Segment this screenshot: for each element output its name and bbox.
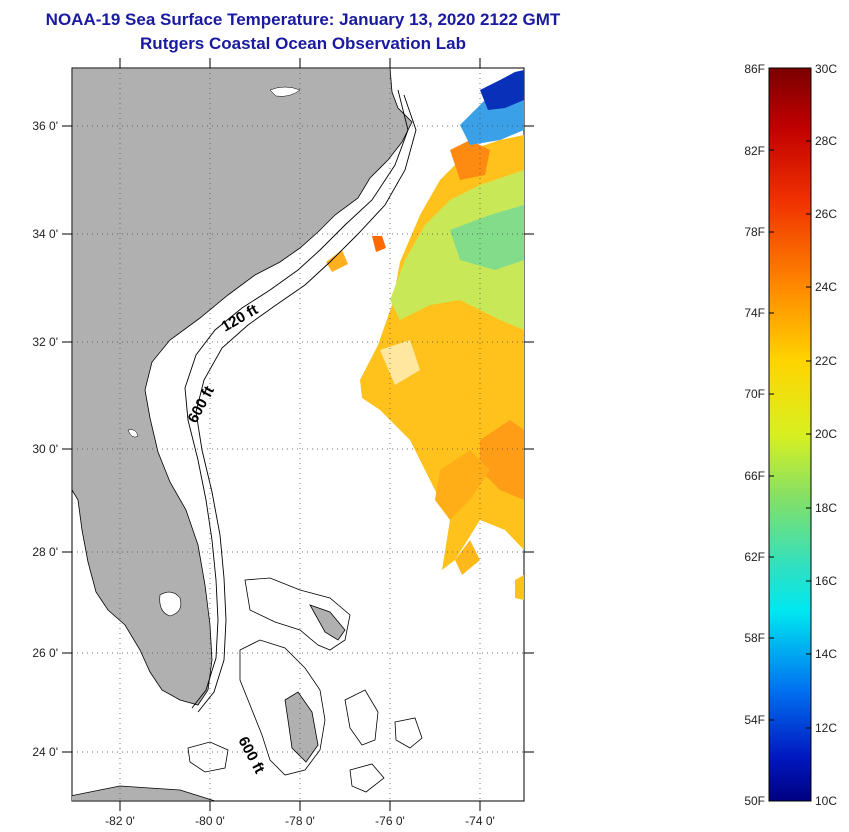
- colorbar-c-label: 30C: [815, 62, 837, 76]
- colorbar-celsius-labels: 30C 28C 26C 24C 22C 20C 18C 16C 14C 12C …: [815, 62, 837, 808]
- colorbar-c-label: 14C: [815, 647, 837, 661]
- map-title: NOAA-19 Sea Surface Temperature: January…: [45, 10, 561, 29]
- colorbar-c-label: 20C: [815, 427, 837, 441]
- colorbar-c-label: 26C: [815, 207, 837, 221]
- colorbar-f-label: 78F: [744, 225, 765, 239]
- graticule: [72, 68, 524, 801]
- lat-label: 32 0': [32, 335, 58, 349]
- colorbar: [768, 67, 812, 802]
- colorbar-f-label: 86F: [744, 62, 765, 76]
- colorbar-f-label: 62F: [744, 550, 765, 564]
- lon-label: -76 0': [375, 814, 405, 828]
- colorbar-f-label: 66F: [744, 469, 765, 483]
- lon-label: -80 0': [195, 814, 225, 828]
- lon-label: -74 0': [465, 814, 495, 828]
- latitude-labels: 36 0' 34 0' 32 0' 30 0' 28 0' 26 0' 24 0…: [32, 119, 58, 759]
- colorbar-f-label: 70F: [744, 387, 765, 401]
- bahamas-islands: [72, 577, 423, 801]
- colorbar-f-label: 74F: [744, 306, 765, 320]
- map-subtitle: Rutgers Coastal Ocean Observation Lab: [140, 34, 466, 53]
- lat-label: 24 0': [32, 745, 58, 759]
- lat-label: 26 0': [32, 646, 58, 660]
- colorbar-c-label: 28C: [815, 134, 837, 148]
- bathymetry-contours: [184, 89, 417, 713]
- lat-label: 30 0': [32, 442, 58, 456]
- colorbar-fahrenheit-labels: 86F 82F 78F 74F 70F 66F 62F 58F 54F 50F: [744, 62, 765, 808]
- mainland-landmass: [72, 68, 413, 706]
- lon-label: -82 0': [105, 814, 135, 828]
- lat-label: 34 0': [32, 227, 58, 241]
- colorbar-f-label: 50F: [744, 794, 765, 808]
- axis-ticks: [62, 58, 534, 811]
- colorbar-c-label: 10C: [815, 794, 837, 808]
- colorbar-f-label: 54F: [744, 713, 765, 727]
- lake-okeechobee: [159, 591, 182, 617]
- lat-label: 36 0': [32, 119, 58, 133]
- colorbar-c-label: 16C: [815, 574, 837, 588]
- lon-label: -78 0': [285, 814, 315, 828]
- colorbar-f-label: 82F: [744, 144, 765, 158]
- colorbar-c-label: 12C: [815, 721, 837, 735]
- colorbar-f-label: 58F: [744, 631, 765, 645]
- colorbar-c-label: 24C: [815, 280, 837, 294]
- sst-data-layer: [326, 70, 524, 600]
- colorbar-c-label: 18C: [815, 501, 837, 515]
- lat-label: 28 0': [32, 545, 58, 559]
- colorbar-c-label: 22C: [815, 354, 837, 368]
- longitude-labels: -82 0' -80 0' -78 0' -76 0' -74 0': [105, 814, 495, 828]
